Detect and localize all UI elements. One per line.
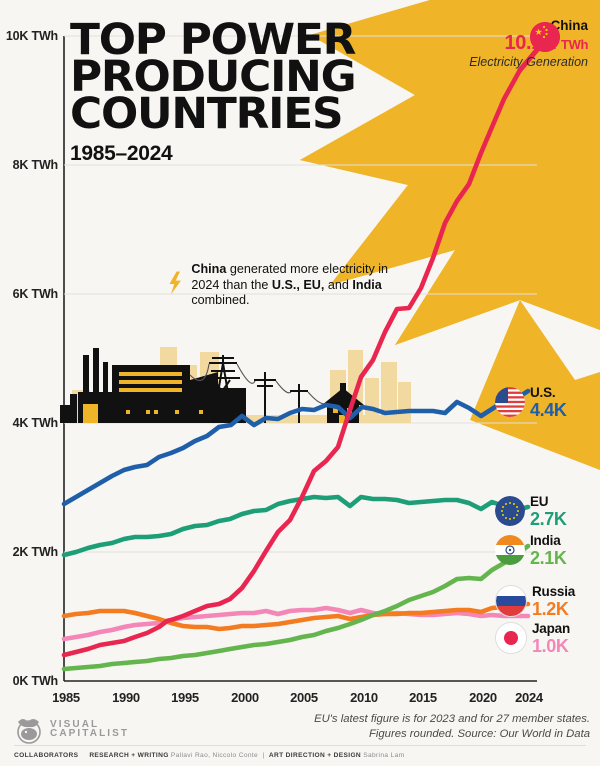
legend-value-japan: 1.0K	[532, 635, 569, 656]
y-tick-label-0k: 0K TWh	[12, 674, 59, 688]
lightning-bolt-icon	[169, 271, 181, 295]
legend-label-russia: Russia	[532, 584, 576, 599]
x-tick-label-1995: 1995	[171, 690, 199, 705]
flag-ru-icon	[495, 585, 527, 618]
footer-divider	[14, 745, 586, 746]
logo-mark-icon	[17, 719, 41, 744]
flag-in-icon	[495, 535, 525, 566]
legend-label-japan: Japan	[532, 621, 571, 636]
legend-value-eu: 2.7K	[530, 508, 567, 529]
legend-item-india[interactable]: India 2.1K	[495, 533, 567, 568]
china-sublabel: Electricity Generation	[469, 55, 588, 69]
china-label: China	[550, 18, 588, 33]
collab-ad-names: Sabrina Lam	[363, 752, 405, 759]
x-tick-label-2015: 2015	[409, 690, 437, 705]
legend-item-us[interactable]: U.S. 4.4K	[495, 385, 567, 420]
china-value-unit: TWh	[561, 37, 588, 52]
legend-label-eu: EU	[530, 494, 549, 509]
footer-note-line-1: EU's latest figure is for 2023 and for 2…	[314, 713, 590, 725]
y-tick-label-4k: 4K TWh	[12, 416, 59, 430]
series-line-eu	[61, 494, 531, 558]
y-tick-label-8k: 8K TWh	[12, 158, 59, 172]
x-tick-label-2005: 2005	[290, 690, 318, 705]
y-tick-label-10k: 10K TWh	[5, 29, 58, 43]
callout-box: China generated more electricity in 2024…	[168, 258, 408, 309]
footer-note-line-2: Figures rounded. Source: Our World in Da…	[368, 727, 590, 740]
collab-label: COLLABORATORS	[14, 752, 79, 759]
y-tick-label-6k: 6K TWh	[12, 287, 59, 301]
collab-ad-label: ART DIRECTION + DESIGN	[268, 752, 362, 759]
callout-text: China generated more electricity in 2024…	[191, 262, 389, 308]
x-tick-label-1985: 1985	[52, 690, 80, 705]
footer-source-note: EU's latest figure is for 2023 and for 2…	[260, 712, 590, 741]
collaborators-line: COLLABORATORS RESEARCH + WRITING Pallavi…	[14, 752, 404, 759]
series-line-us	[61, 388, 531, 507]
legend-value-india: 2.1K	[530, 547, 567, 568]
x-tick-label-2010: 2010	[350, 690, 378, 705]
title-line-3: COUNTRIES	[70, 89, 344, 139]
flag-eu-icon	[495, 496, 525, 527]
title-line-2: PRODUCING	[70, 52, 357, 102]
power-grid-illustration	[60, 347, 411, 424]
legend-value-russia: 1.2K	[532, 598, 569, 619]
legend-item-eu[interactable]: EU 2.7K	[495, 494, 567, 529]
series-line-russia	[61, 601, 531, 632]
legend-label-us: U.S.	[530, 385, 556, 400]
legend-value-us: 4.4K	[530, 399, 567, 420]
legend-item-japan[interactable]: Japan 1.0K	[495, 622, 570, 655]
collab-separator: |	[262, 752, 265, 759]
flag-cn-icon	[530, 22, 560, 52]
x-tick-label-2020: 2020	[469, 690, 497, 705]
collab-rw-label: RESEARCH + WRITING	[89, 752, 169, 759]
x-tick-label-1990: 1990	[112, 690, 140, 705]
collab-rw-names: Pallavi Rao, Niccolo Conte	[170, 752, 259, 759]
series-line-india	[61, 543, 531, 672]
x-tick-label-2000: 2000	[231, 690, 259, 705]
flag-jp-icon	[495, 622, 527, 655]
x-tick-label-2024: 2024	[515, 690, 543, 705]
y-tick-label-2k: 2K TWh	[12, 545, 59, 559]
legend-label-india: India	[530, 533, 561, 548]
page-title: TOP POWER PRODUCING COUNTRIES 1985–2024	[70, 19, 400, 166]
title-subtitle: 1985–2024	[70, 142, 173, 165]
series-line-china	[61, 67, 523, 658]
legend-item-russia[interactable]: Russia 1.2K	[495, 585, 575, 618]
logo-text-line-1: VISUAL	[50, 718, 100, 730]
flag-us-icon	[495, 387, 525, 418]
visual-capitalist-logo[interactable]: VISUAL CAPITALIST	[14, 714, 129, 744]
logo-text-line-2: CAPITALIST	[50, 728, 130, 739]
title-line-1: TOP POWER	[70, 15, 356, 65]
series-line-japan	[61, 605, 531, 642]
